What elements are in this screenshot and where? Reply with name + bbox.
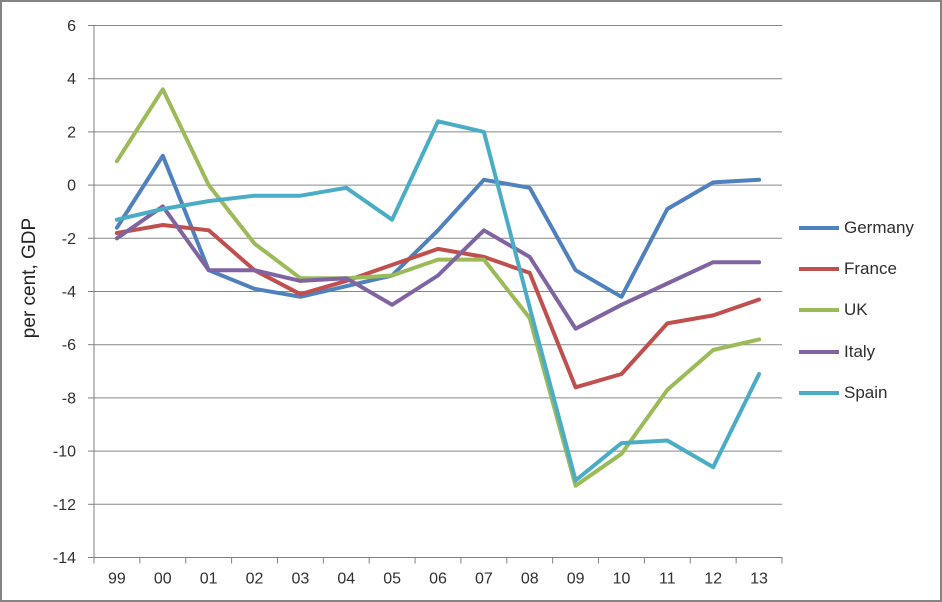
legend-line-swatch-italy — [799, 349, 839, 354]
legend-item-germany: Germany — [799, 207, 914, 248]
x-tick-label-11: 11 — [659, 571, 676, 588]
x-tick-label-10: 10 — [613, 571, 631, 588]
x-tick-label-02: 02 — [246, 571, 264, 588]
x-tick-label-01: 01 — [200, 571, 218, 588]
y-tick-label--2: -2 — [62, 231, 76, 248]
x-tick-label-12: 12 — [704, 571, 722, 588]
legend-item-spain: Spain — [799, 373, 914, 414]
legend-item-uk: UK — [799, 290, 914, 331]
y-tick-label--8: -8 — [62, 390, 76, 407]
x-tick-label-13: 13 — [750, 571, 768, 588]
legend-line-swatch-uk — [799, 308, 839, 313]
x-tick-label-07: 07 — [475, 571, 493, 588]
x-tick-label-08: 08 — [521, 571, 539, 588]
x-tick-label-99: 99 — [108, 571, 126, 588]
axes — [88, 25, 783, 564]
legend-line-swatch-spain — [799, 391, 839, 396]
legend: Germany France UK Italy Spain — [799, 207, 914, 414]
legend-label-france: France — [844, 259, 897, 279]
legend-label-spain: Spain — [844, 383, 888, 403]
series-line-uk — [114, 87, 762, 488]
series-line-italy — [114, 204, 762, 331]
y-tick-label-4: 4 — [67, 71, 76, 88]
y-tick-label--14: -14 — [53, 550, 76, 567]
x-tick-label-09: 09 — [567, 571, 585, 588]
series-line-germany — [114, 153, 762, 299]
legend-label-uk: UK — [844, 300, 868, 320]
series-line-france — [114, 223, 762, 390]
y-tick-label-2: 2 — [67, 124, 76, 141]
legend-line-swatch-germany — [799, 225, 839, 230]
legend-label-italy: Italy — [844, 341, 876, 361]
x-tick-label-04: 04 — [337, 571, 355, 588]
legend-item-italy: Italy — [799, 331, 914, 372]
gridlines — [94, 25, 782, 558]
series-lines — [114, 87, 762, 488]
y-tick-label--12: -12 — [53, 497, 76, 514]
y-tick-label-6: 6 — [67, 18, 76, 35]
legend-line-swatch-france — [799, 267, 839, 272]
axis-labels: 6 4 2 0 -2 -4 -6 -8 -10 -12 -14 99 00 01 02 03 04 05 06 07 0… — [53, 18, 768, 588]
x-tick-label-05: 05 — [383, 571, 401, 588]
y-tick-label--10: -10 — [53, 444, 76, 461]
y-tick-label--6: -6 — [62, 337, 76, 354]
y-tick-label-0: 0 — [67, 178, 76, 195]
x-tick-label-03: 03 — [292, 571, 310, 588]
y-tick-label--4: -4 — [62, 284, 76, 301]
x-tick-label-00: 00 — [154, 571, 172, 588]
series-line-spain — [114, 119, 762, 483]
y-axis-title: per cent, GDP — [19, 218, 40, 338]
legend-label-germany: Germany — [844, 217, 914, 237]
x-tick-label-06: 06 — [429, 571, 447, 588]
legend-item-france: France — [799, 248, 914, 289]
